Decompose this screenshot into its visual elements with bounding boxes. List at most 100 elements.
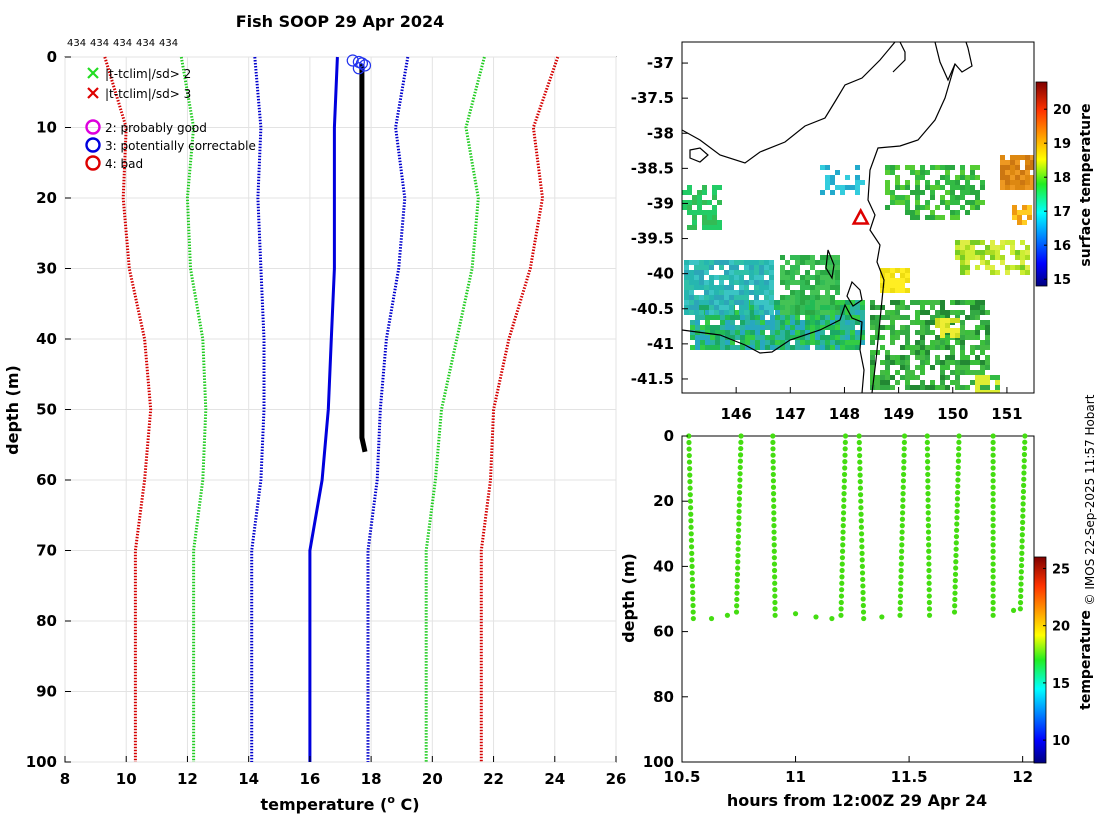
sst-cell	[692, 200, 697, 205]
sst-cell	[795, 310, 800, 315]
sst-cell	[985, 330, 990, 335]
sst-cell	[825, 180, 830, 185]
depth-time-point	[952, 596, 958, 603]
depth-time-point	[770, 465, 776, 471]
sst-cell	[770, 315, 775, 320]
sst-cell	[720, 315, 725, 320]
sst-cell	[800, 300, 805, 305]
sst-cell	[805, 340, 810, 345]
depth-time-point	[838, 599, 844, 606]
sst-cell	[835, 280, 840, 285]
sst-cell	[805, 280, 810, 285]
depth-time-point	[955, 452, 962, 458]
sst-cell	[810, 305, 815, 310]
sst-cell	[790, 280, 795, 285]
sst-cell	[729, 310, 734, 315]
sst-cell	[1030, 165, 1034, 170]
sst-cell	[687, 200, 692, 205]
sst-cell	[689, 290, 694, 295]
depth-time-point	[990, 484, 996, 490]
depth-time-point	[859, 550, 865, 556]
sst-cell	[1020, 255, 1025, 260]
sst-cell	[835, 290, 840, 295]
sst-cell	[719, 295, 724, 300]
map-y-tick-label: -40.5	[631, 300, 674, 318]
depth-time-point	[771, 542, 777, 548]
sst-cell	[935, 323, 940, 328]
sst-cell	[880, 283, 885, 288]
sst-cell	[845, 330, 850, 335]
sst-cell	[780, 300, 785, 305]
sst-cell	[689, 305, 694, 310]
sst-cell	[734, 275, 739, 280]
depth-time-point	[956, 439, 962, 445]
sst-cell	[840, 185, 845, 190]
sst-colorbar-tick-label: 20	[1053, 103, 1071, 118]
sst-cell	[845, 300, 850, 305]
sst-cell	[715, 340, 720, 345]
depth-time-point	[860, 583, 866, 589]
sst-cell	[945, 323, 950, 328]
map-x-tick-label: 146	[720, 405, 751, 423]
depth-time-point	[1021, 458, 1027, 464]
depth-time-point	[686, 433, 692, 439]
sst-cell	[775, 315, 780, 320]
sst-cell	[1010, 155, 1015, 160]
sst-cell	[780, 275, 785, 280]
depth-time-point	[926, 542, 932, 548]
sst-cell	[775, 320, 780, 325]
profile-series-clim-minus-1sd	[250, 56, 266, 762]
sst-cell	[707, 220, 712, 225]
sst-cell	[769, 285, 774, 290]
sst-cell	[970, 370, 975, 375]
sst-cell	[705, 345, 710, 350]
sst-cell	[900, 355, 905, 360]
depth-time-point	[736, 515, 742, 521]
sst-cell	[820, 255, 825, 260]
sst-cell	[990, 245, 995, 250]
sst-cell	[700, 325, 705, 330]
sst-cell	[694, 260, 699, 265]
sst-cell	[704, 280, 709, 285]
sst-cell	[687, 225, 692, 230]
sst-cell	[890, 315, 895, 320]
depth-time-point	[771, 529, 777, 535]
sst-cell	[905, 305, 910, 310]
sst-cell	[770, 335, 775, 340]
sst-cell	[885, 310, 890, 315]
sst-cell	[945, 190, 950, 195]
sst-cell	[975, 240, 980, 245]
depth-time-point	[925, 484, 931, 490]
sst-cell	[800, 275, 805, 280]
profile-x-tick-label: 10	[116, 770, 137, 788]
sst-cell	[885, 205, 890, 210]
sst-cell	[1012, 205, 1017, 210]
sst-cell	[890, 283, 895, 288]
depth-time-point	[840, 516, 847, 522]
sst-cell	[735, 325, 740, 330]
sst-cell	[965, 190, 970, 195]
depth-time-point	[1019, 544, 1025, 550]
sst-cell	[795, 295, 800, 300]
sst-cell	[850, 185, 855, 190]
sst-cell	[945, 340, 950, 345]
sst-cell	[930, 340, 935, 345]
sst-cell	[754, 305, 759, 310]
sst-cell	[975, 360, 980, 365]
sst-cell	[820, 270, 825, 275]
profile-x-tick-label: 14	[238, 770, 259, 788]
sst-cell	[990, 375, 995, 380]
sst-cell	[805, 310, 810, 315]
sst-cell	[960, 255, 965, 260]
profile-x-tick-label: 8	[60, 770, 70, 788]
credit-text: © IMOS 22-Sep-2025 11:57 Hobart	[1083, 394, 1097, 605]
sst-cell	[710, 345, 715, 350]
sst-cell	[960, 345, 965, 350]
sst-cell	[695, 325, 700, 330]
sst-cell	[689, 270, 694, 275]
sst-cell	[795, 255, 800, 260]
sst-cell	[800, 340, 805, 345]
sst-cell	[745, 345, 750, 350]
sst-cell	[754, 300, 759, 305]
sst-cell	[840, 320, 845, 325]
